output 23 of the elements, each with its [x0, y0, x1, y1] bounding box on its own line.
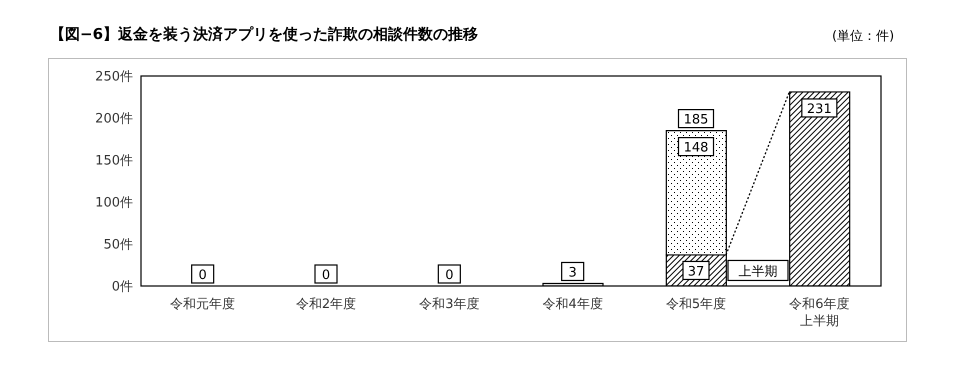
data-label: 0: [198, 268, 207, 283]
data-label: 231: [806, 102, 832, 117]
y-tick-label: 250件: [95, 70, 133, 85]
x-tick-label: 令和2年度: [296, 296, 356, 312]
data-label: 0: [445, 268, 454, 283]
x-tick-label: 令和4年度: [542, 296, 603, 312]
data-label: 37: [688, 264, 704, 280]
data-label: 3: [568, 265, 577, 280]
y-tick-label: 150件: [95, 154, 133, 169]
legend-label: 上半期: [738, 264, 778, 280]
y-tick-label: 100件: [95, 196, 133, 211]
x-tick-label: 令和元年度: [170, 296, 236, 312]
data-label: 0: [322, 268, 330, 283]
total-label: 185: [684, 112, 708, 128]
y-tick-label: 0件: [112, 280, 133, 295]
data-label: 148: [684, 140, 708, 156]
y-tick-label: 50件: [103, 238, 133, 253]
x-tick-label: 令和3年度: [419, 296, 480, 312]
text: (単位：件): [832, 28, 894, 45]
x-tick-label: 令和5年度: [666, 296, 726, 312]
chart-title: 【図−6】返金を装う決済アプリを使った詐欺の相談件数の推移: [50, 25, 478, 44]
x-tick-label: 令和6年度 上半期: [789, 296, 850, 329]
y-tick-label: 200件: [95, 112, 133, 127]
